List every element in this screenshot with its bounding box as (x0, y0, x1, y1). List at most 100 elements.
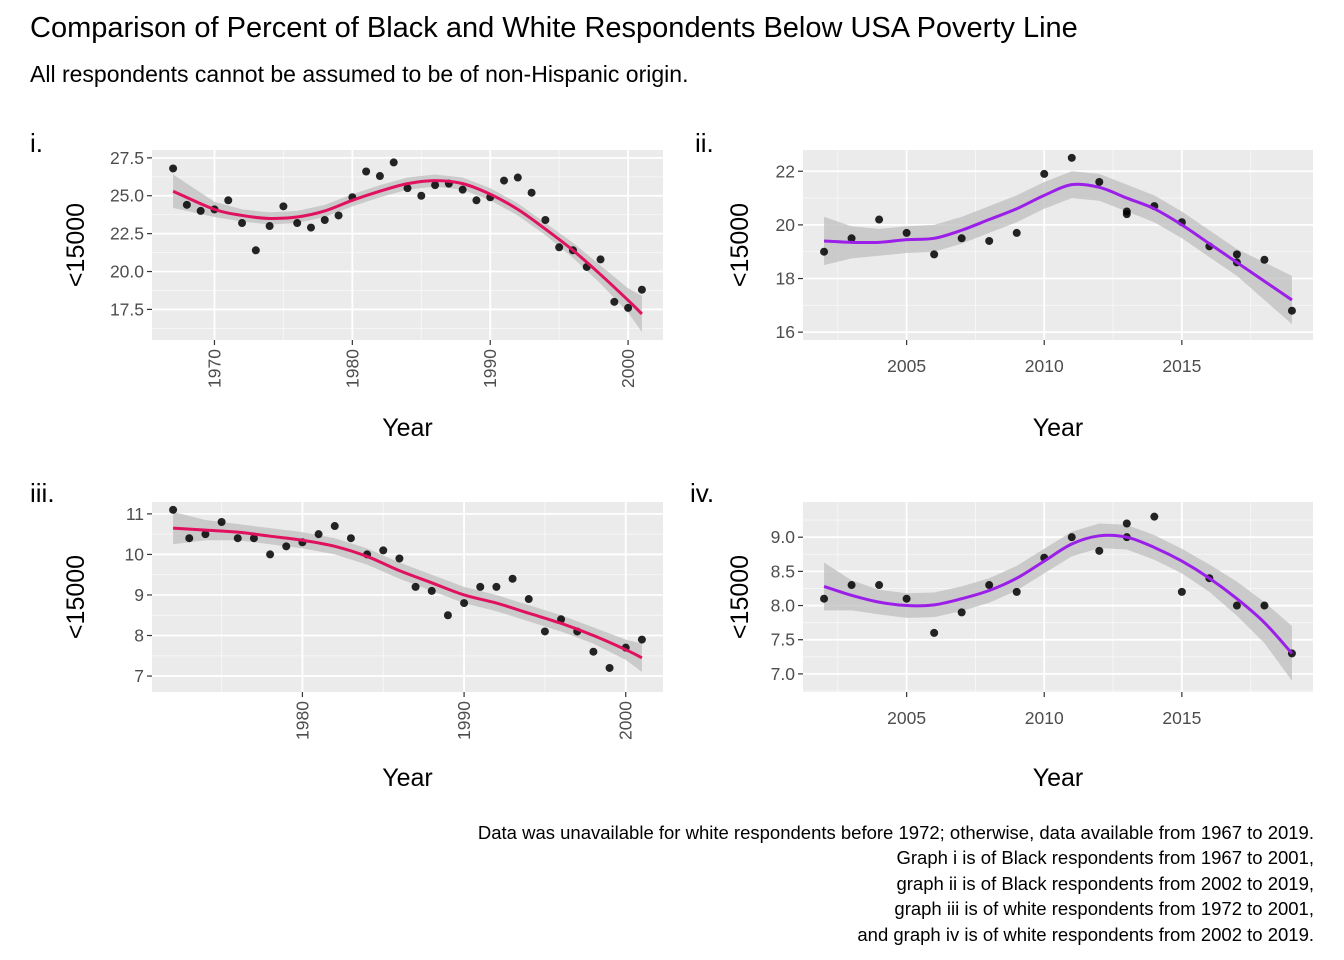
x-axis-label: Year (382, 414, 433, 442)
x-tick-label: 2000 (616, 701, 636, 740)
data-point (460, 599, 469, 608)
y-tick-label: 8.0 (771, 596, 796, 616)
caption-line-2: Graph i is of Black respondents from 196… (896, 847, 1314, 869)
data-point (930, 250, 939, 259)
y-tick-label: 25.0 (110, 186, 144, 206)
data-point (395, 554, 404, 563)
panel-2: 2005 2010 2015 16 18 20 22 Year <15000 ii. (695, 128, 1313, 442)
data-point (930, 628, 939, 637)
y-tick-label: 8 (134, 626, 144, 646)
smooth-line (172, 179, 643, 316)
caption-line-3: graph ii is of Black respondents from 20… (896, 872, 1314, 894)
data-point (610, 297, 619, 306)
x-tick-label: 1970 (204, 349, 224, 388)
data-point (875, 215, 884, 224)
data-point (403, 184, 412, 193)
data-point (902, 594, 911, 603)
panel-tag: iii. (30, 478, 55, 508)
data-point (375, 172, 384, 181)
caption-line-5: and graph iv is of white respondents fro… (857, 923, 1314, 945)
data-point (508, 574, 517, 583)
data-point (334, 211, 343, 220)
y-tick-label: 7.5 (771, 630, 795, 650)
data-point (875, 581, 884, 590)
data-point (957, 234, 966, 243)
y-tick-label: 8.5 (771, 561, 795, 581)
data-point (320, 215, 329, 224)
y-tick-label: 18 (776, 269, 795, 289)
data-point (458, 185, 467, 194)
y-axis-label: <15000 (62, 203, 90, 287)
data-point (330, 522, 339, 531)
caption-line-4: graph iii is of white respondents from 1… (894, 898, 1314, 920)
data-point (1287, 306, 1296, 315)
x-tick-label: 1980 (342, 349, 362, 388)
data-point (596, 255, 605, 264)
data-point (1260, 601, 1269, 610)
data-point (431, 181, 440, 190)
y-axis-label: <15000 (726, 203, 754, 287)
data-point (224, 196, 233, 205)
data-point (279, 202, 288, 211)
data-point (1095, 177, 1104, 186)
panel-3: 1980 1990 2000 7 8 9 10 11 Year <15000 iii. (30, 478, 663, 792)
data-point (196, 206, 205, 215)
x-tick-label: 1990 (480, 349, 500, 388)
data-point (637, 285, 646, 294)
data-point (1040, 169, 1049, 178)
panel-4: 2005 2010 2015 7.0 7.5 8.0 8.5 9.0 Year <15000 iv. (690, 478, 1313, 792)
data-point (513, 173, 522, 182)
data-point (637, 635, 646, 644)
data-point (605, 663, 614, 672)
data-point (476, 582, 485, 591)
confidence-band (824, 523, 1292, 681)
data-point (1150, 512, 1159, 521)
data-point (362, 167, 371, 176)
data-point (492, 582, 501, 591)
x-axis-label: Year (1033, 414, 1084, 442)
panel-tag: iv. (690, 478, 714, 508)
panel-1: 1970 1980 1990 2000 17.5 20.0 22.5 25.0 27.5 Year… (30, 128, 663, 442)
y-tick-label: 11 (126, 504, 144, 524)
data-point (624, 303, 633, 312)
x-tick-label: 2015 (1162, 356, 1201, 376)
y-tick-label: 10 (125, 544, 145, 564)
data-point (266, 550, 275, 559)
confidence-band (173, 511, 642, 672)
data-point (555, 243, 564, 252)
y-tick-label: 9.0 (771, 527, 796, 547)
data-point (524, 595, 533, 604)
data-point (217, 518, 226, 527)
y-axis-label: <15000 (62, 555, 90, 639)
data-point (1260, 255, 1269, 264)
data-point (346, 534, 355, 543)
data-point (443, 611, 452, 620)
data-point (238, 219, 247, 228)
chart-subtitle: All respondents cannot be assumed to be … (30, 61, 689, 87)
x-tick-label: 2010 (1025, 708, 1064, 728)
x-axis-label: Year (382, 764, 433, 792)
data-point (847, 581, 856, 590)
smooth-line (173, 526, 643, 660)
y-tick-label: 17.5 (110, 299, 144, 319)
data-point (1232, 601, 1241, 610)
data-point (1122, 210, 1131, 219)
x-tick-label: 2010 (1025, 356, 1064, 376)
data-point (201, 530, 210, 539)
data-point (411, 582, 420, 591)
data-point (1095, 546, 1104, 555)
data-point (182, 200, 191, 209)
data-point (389, 158, 398, 167)
data-point (540, 627, 549, 636)
data-point (985, 236, 994, 245)
data-point (1012, 587, 1021, 596)
data-point (293, 219, 302, 228)
data-point (233, 534, 242, 543)
x-tick-label: 1990 (454, 701, 474, 740)
data-point (185, 534, 194, 543)
data-point (820, 247, 829, 256)
data-point (527, 188, 536, 197)
y-tick-label: 9 (134, 585, 144, 605)
y-tick-label: 16 (776, 322, 795, 342)
